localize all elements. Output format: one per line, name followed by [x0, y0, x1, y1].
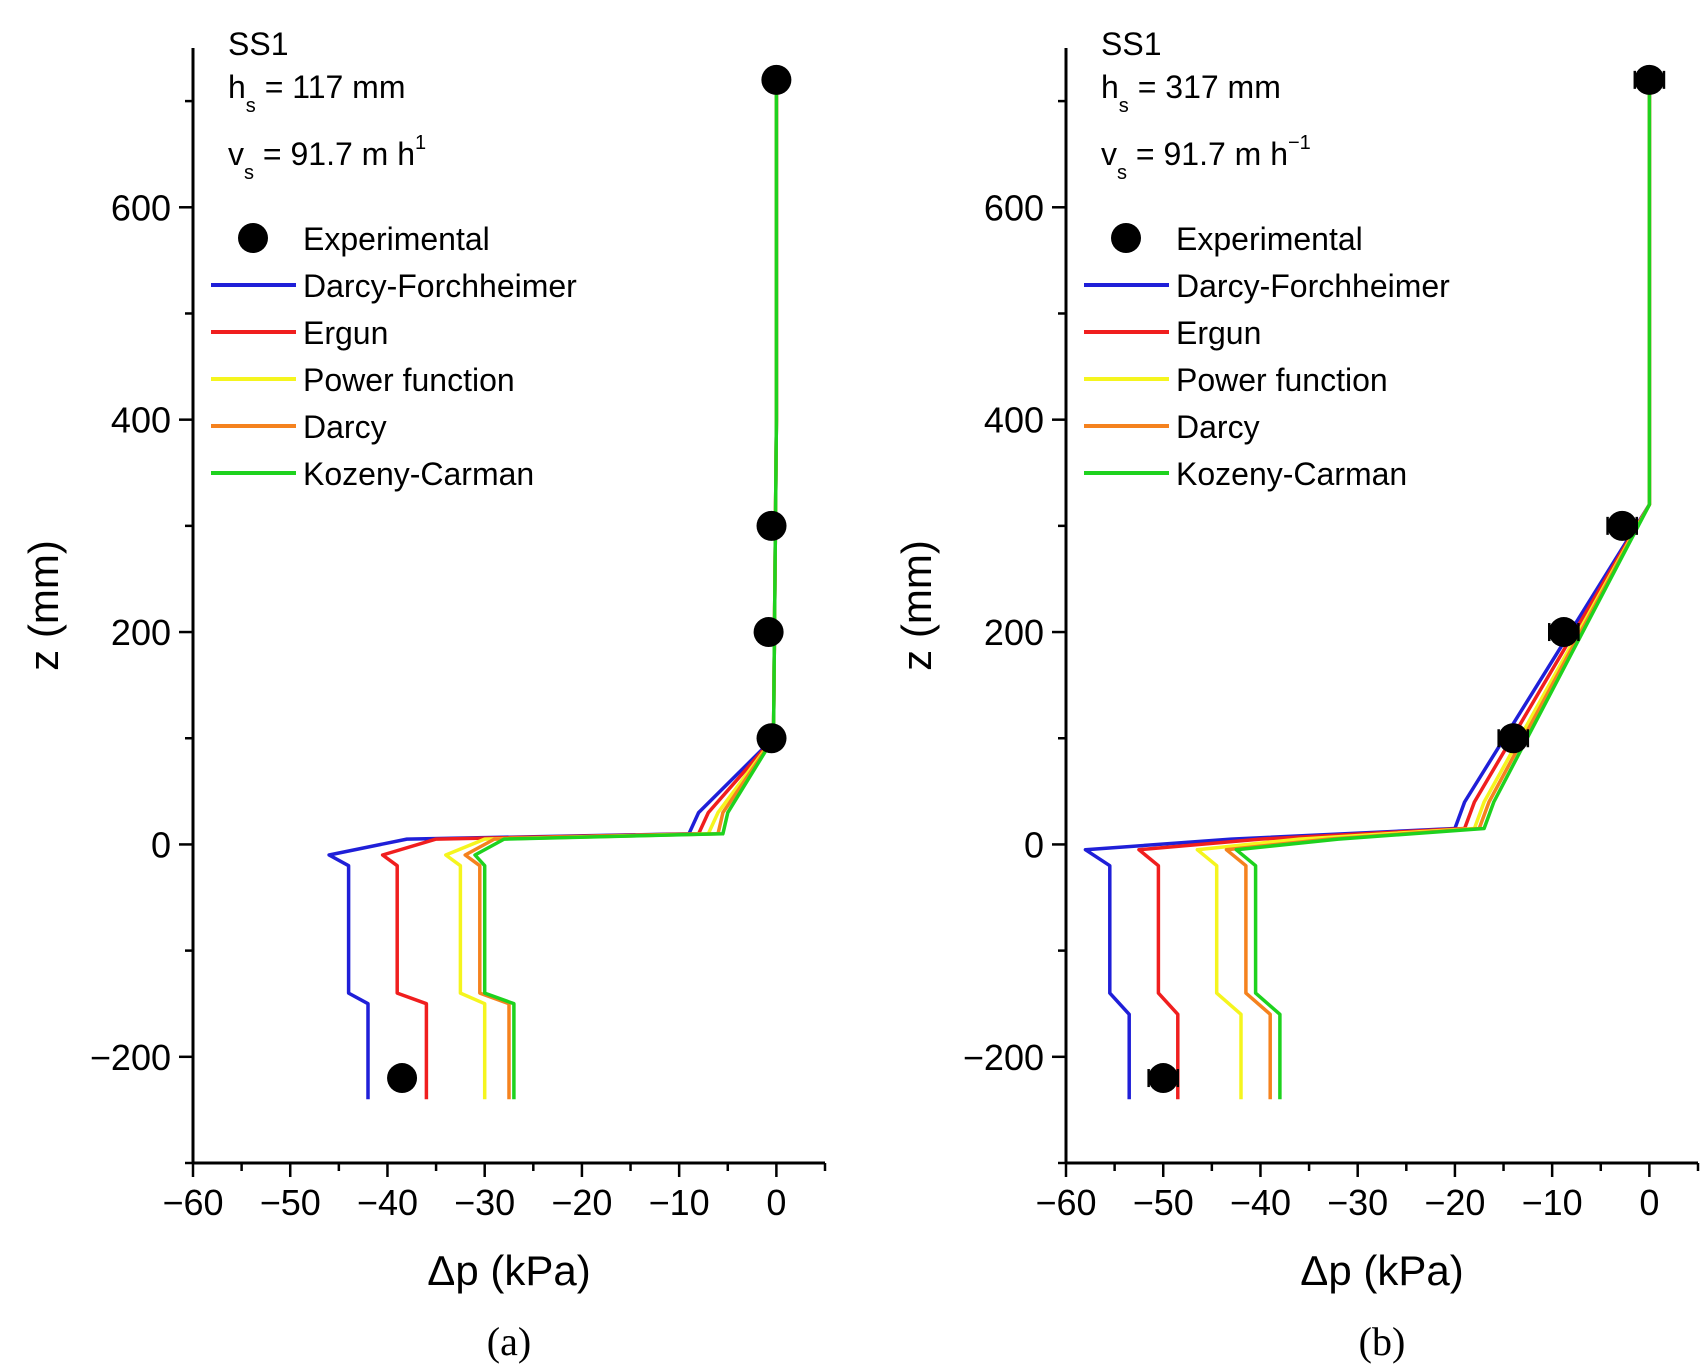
annotation-vs-symbol: v [1101, 136, 1117, 172]
series-line-kozeny-carman [1234, 79, 1652, 1100]
legend-label: Experimental [303, 221, 490, 257]
legend-marker-experimental [1111, 223, 1141, 253]
annotation-vs-symbol: v [228, 136, 244, 172]
experimental-point [1148, 1063, 1179, 1094]
annotation-hs: hs = 117 mm [228, 69, 405, 117]
annotation-sample-id: SS1 [228, 26, 288, 62]
chart-panel-1: −200 0 200 400 600 −60 −50 −40 −30 −20 −10 0 Δp (kPa… [20, 26, 827, 1364]
annotation-vs-exponent: 1 [415, 132, 426, 154]
x-tick-label: −40 [357, 1182, 418, 1223]
annotation-sample-id: SS1 [1101, 26, 1161, 62]
legend-label: Power function [303, 362, 515, 398]
legend-label: Darcy-Forchheimer [303, 268, 577, 304]
annotation-hs-value: = 117 mm [256, 69, 406, 105]
experimental-point [761, 64, 792, 95]
x-tick-label: −10 [1522, 1182, 1583, 1223]
x-tick-label: −20 [551, 1182, 612, 1223]
annotation-hs: hs = 317 mm [1101, 69, 1281, 117]
annotation-vs-subscript: s [1117, 162, 1127, 184]
experimental-point [753, 617, 784, 648]
y-tick-label: 600 [111, 187, 171, 228]
x-tick-label: −30 [1327, 1182, 1388, 1223]
series-line-darcy-forchheimer [1083, 79, 1652, 1100]
series-line-power-function [444, 79, 779, 1100]
annotation-vs-value: = 91.7 m h [1127, 136, 1288, 172]
legend-label: Darcy-Forchheimer [1176, 268, 1450, 304]
series-line-darcy [463, 79, 779, 1100]
annotation-hs-symbol: h [228, 69, 246, 105]
x-axis-title: Δp (kPa) [1300, 1247, 1463, 1294]
experimental-point [756, 510, 787, 541]
y-tick-label: 200 [984, 612, 1044, 653]
annotation-hs-symbol: h [1101, 69, 1119, 105]
x-tick-label: −50 [1133, 1182, 1194, 1223]
x-tick-label: −20 [1424, 1182, 1485, 1223]
y-tick-label: 600 [984, 187, 1044, 228]
x-tick-label: 0 [1639, 1182, 1659, 1223]
x-tick-label: −60 [1035, 1182, 1096, 1223]
series-line-power-function [1195, 79, 1652, 1100]
experimental-point [1548, 617, 1579, 648]
legend-label: Darcy [1176, 409, 1260, 445]
x-tick-label: −10 [649, 1182, 710, 1223]
legend: Experimental Darcy-Forchheimer Ergun Power … [1084, 221, 1450, 492]
legend-label: Experimental [1176, 221, 1363, 257]
y-tick-label: 0 [151, 824, 171, 865]
experimental-point [1498, 723, 1529, 754]
panel-label: (b) [1359, 1319, 1406, 1364]
y-axis-title: z (mm) [20, 540, 67, 671]
x-tick-label: −40 [1230, 1182, 1291, 1223]
x-axis-title: Δp (kPa) [427, 1247, 590, 1294]
annotation-vs-subscript: s [244, 162, 254, 184]
annotation-vs: vs = 91.7 m h1 [228, 132, 426, 184]
experimental-point [756, 723, 787, 754]
y-tick-label: 400 [111, 400, 171, 441]
annotation-vs: vs = 91.7 m h−1 [1101, 132, 1311, 184]
y-axis-title: z (mm) [893, 540, 940, 671]
legend-label: Kozeny-Carman [303, 456, 534, 492]
legend-marker-experimental [238, 223, 268, 253]
legend-label: Ergun [303, 315, 388, 351]
experimental-point [1634, 64, 1665, 95]
experimental-point [1607, 510, 1638, 541]
annotation-hs-value: = 317 mm [1129, 69, 1281, 105]
y-tick-label: −200 [90, 1037, 171, 1078]
annotation-vs-exponent: −1 [1288, 132, 1311, 154]
y-tick-label: 0 [1024, 824, 1044, 865]
y-tick-label: 200 [111, 612, 171, 653]
experimental-point [387, 1063, 418, 1094]
x-tick-label: −50 [260, 1182, 321, 1223]
legend-label: Power function [1176, 362, 1388, 398]
y-tick-label: 400 [984, 400, 1044, 441]
series-line-ergun [1137, 79, 1652, 1100]
legend-label: Kozeny-Carman [1176, 456, 1407, 492]
x-tick-label: −60 [162, 1182, 223, 1223]
legend-label: Ergun [1176, 315, 1261, 351]
annotation-hs-subscript: s [246, 95, 256, 117]
legend-label: Darcy [303, 409, 387, 445]
series-line-kozeny-carman [473, 79, 779, 1100]
annotation-hs-subscript: s [1119, 95, 1129, 117]
panel-label: (a) [487, 1319, 531, 1364]
x-tick-label: −30 [454, 1182, 515, 1223]
y-tick-label: −200 [963, 1037, 1044, 1078]
chart-panel-2: −200 0 200 400 600 −60 −50 −40 −30 −20 −10 0 Δp (kPa… [893, 26, 1700, 1364]
x-tick-label: 0 [766, 1182, 786, 1223]
annotation-vs-value: = 91.7 m h [254, 136, 415, 172]
legend: Experimental Darcy-Forchheimer Ergun Power … [211, 221, 577, 492]
